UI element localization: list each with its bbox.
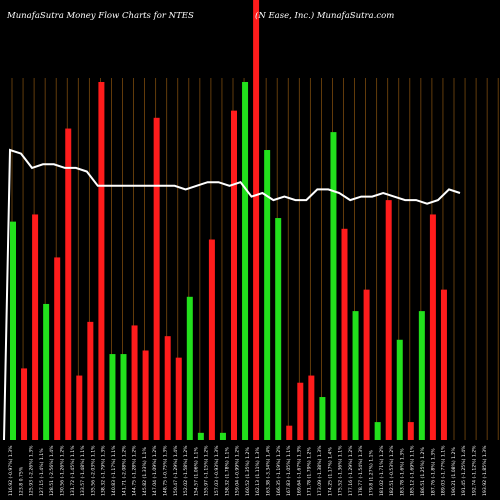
outflow-bar — [153, 117, 160, 441]
inflow-bar — [10, 221, 16, 440]
x-tick-label: 171.78 (1.79%) 1.2% — [307, 447, 313, 496]
x-tick-label: 140.83 (-1.17%) 1.1% — [111, 445, 117, 496]
x-tick-label: 116.92 (-0.97%) 1.3% — [8, 445, 14, 496]
x-tick-label: 177.16 (-1.29%) 1.2% — [348, 445, 354, 496]
x-tick-label: 145.82 (1.33%) 1.1% — [142, 447, 148, 496]
x-tick-label: 192.74 (-1.12%) 1.2% — [472, 445, 478, 496]
chart-subtitle: (N Ease, Inc.) MunafaSutra.com — [255, 11, 395, 21]
x-tick-label: 163.38 (-3.34%) 1.4% — [266, 445, 272, 496]
x-tick-label: 150.47 (-1.29%) 1.4% — [173, 445, 179, 496]
outflow-bar — [131, 325, 138, 440]
x-tick-label: 125.93 (-2.26%) 1.3% — [29, 445, 35, 496]
outflow-bar — [297, 382, 304, 440]
x-tick-label: 128.51 (-2.56%) 1.4% — [49, 445, 55, 496]
x-tick-label: 193.92 (-1.85%) 1.3% — [482, 445, 488, 496]
outflow-bar — [440, 289, 447, 440]
chart-bars — [10, 0, 447, 441]
x-tick-label: 178.77 (-1.54%) 1.3% — [358, 445, 364, 496]
x-tick-label: 154.57 (1.06%) 1.1% — [193, 447, 199, 496]
inflow-bar — [186, 296, 193, 440]
x-tick-label: 189.03 (-1.77%) 1.1% — [441, 445, 447, 496]
outflow-bar — [54, 257, 61, 440]
x-tick-label: 144.75 (-1.28%) 1.2% — [132, 445, 138, 496]
x-tick-label: 179.8 (1.27%) 1.1% — [369, 449, 375, 496]
inflow-bar — [43, 303, 50, 440]
x-tick-label: 141.71 (-2.08%) 1.2% — [121, 445, 127, 496]
outflow-bar — [341, 228, 348, 440]
x-tick-label: 131.72 (-1.45%) 1.1% — [70, 445, 76, 496]
inflow-bar — [120, 354, 127, 440]
x-tick-label: 130.56 (-1.26%) 1.2% — [60, 445, 66, 496]
outflow-bar — [98, 82, 105, 440]
x-tick-label: 190.21 (1.08%) 1.2% — [451, 447, 457, 496]
x-tick-label: 123.8 0.75% — [18, 466, 24, 496]
x-tick-label: 155.97 (-1.15%) 1.2% — [204, 445, 210, 496]
outflow-bar — [385, 200, 392, 440]
inflow-bar — [109, 354, 116, 440]
x-tick-label: 157.03 (-0.93%) 1.3% — [214, 445, 220, 496]
outflow-bar — [32, 214, 39, 440]
x-tick-label: 185.12 (-1.69%) 1.1% — [410, 445, 416, 496]
outflow-bar — [208, 239, 215, 440]
x-tick-label: 162.13 (1.11%) 1.3% — [255, 447, 261, 496]
x-tick-label: 135.56 (-2.03%) 1.1% — [90, 445, 96, 496]
x-tick-label: 167.83 (-1.05%) 1.1% — [286, 445, 292, 496]
inflow-bar — [219, 432, 226, 440]
x-tick-label: 127.15 (-1.4%) 1.1% — [39, 448, 45, 496]
inflow-bar — [197, 432, 204, 440]
x-tick-label: 169.64 (-1.67%) 1.3% — [296, 445, 302, 496]
x-tick-label: 187.76 (-1.8%) 1.3% — [430, 448, 436, 496]
x-tick-label: 133.57 (-1.48%) 1.1% — [80, 445, 86, 496]
outflow-bar — [253, 0, 260, 440]
x-tick-label: 160.52 (1.35%) 1.2% — [245, 447, 251, 496]
x-tick-label: 175.52 (-1.36%) 1.1% — [338, 445, 344, 496]
outflow-bar — [175, 357, 182, 440]
outflow-bar — [231, 110, 237, 440]
inflow-bar — [374, 422, 381, 440]
x-tick-label: 138.32 (-1.79%) 1.3% — [101, 445, 107, 496]
x-tick-label: 182.51 (-0.53%) 1.2% — [389, 445, 395, 496]
x-tick-label: 152.02 (-1.58%) 1.2% — [183, 445, 189, 496]
x-tick-label: 191.45 (-1.25%) 1.4% — [461, 445, 467, 496]
x-tick-label: 166.35 (-1.19%) 1.2% — [276, 445, 282, 496]
chart-title: MunafaSutra Money Flow Charts for NTES — [7, 11, 194, 21]
outflow-bar — [21, 368, 28, 440]
outflow-bar — [429, 214, 436, 440]
x-tick-label: 173.09 (-1.38%) 1.3% — [317, 445, 323, 496]
x-tick-label: 159.04 (-0.99%) 1.2% — [235, 445, 241, 496]
x-tick-label: 158.32 (1.78%) 1.1% — [224, 447, 230, 496]
outflow-bar — [286, 425, 293, 440]
outflow-bar — [407, 422, 414, 440]
x-tick-label: 183.78 (-1.6%) 1.3% — [399, 448, 405, 496]
outflow-bar — [76, 375, 83, 440]
inflow-bar — [264, 150, 271, 440]
inflow-bar — [319, 397, 326, 440]
x-tick-label: 181.02 (-1.71%) 1.2% — [379, 445, 385, 496]
outflow-bar — [308, 375, 315, 440]
outflow-bar — [142, 350, 149, 440]
x-tick-label: 148.75 (-0.75%) 1.3% — [163, 445, 169, 496]
inflow-bar — [352, 311, 359, 440]
outflow-bar — [363, 289, 370, 440]
x-tick-label: 147.04 (-1.09%) 1.2% — [152, 445, 158, 496]
inflow-bar — [418, 311, 425, 440]
x-axis-labels: 116.92 (-0.97%) 1.3% 123.8 0.75% 125.93 (-… — [8, 445, 488, 496]
x-tick-label: 186.51 (1.25%) 1.2% — [420, 447, 426, 496]
outflow-bar — [164, 336, 171, 440]
inflow-bar — [242, 82, 249, 440]
inflow-bar — [396, 339, 403, 440]
outflow-bar — [65, 128, 72, 441]
x-tick-label: 174.25 (1.17%) 1.4% — [327, 447, 333, 496]
inflow-bar — [330, 132, 337, 440]
outflow-bar — [87, 321, 94, 440]
inflow-bar — [275, 218, 282, 440]
money-flow-line — [3, 148, 461, 441]
